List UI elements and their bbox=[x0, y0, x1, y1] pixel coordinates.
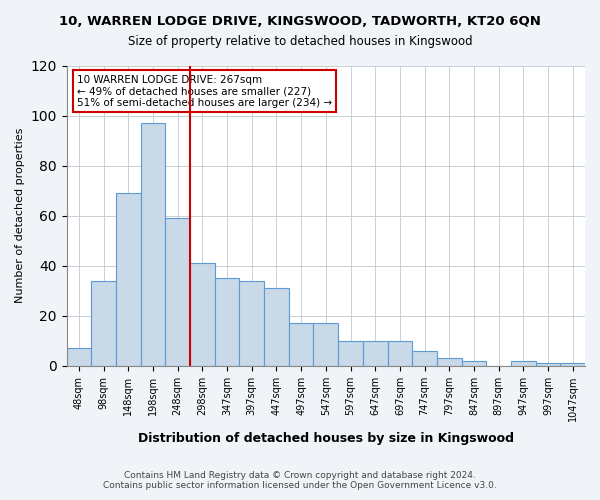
Bar bbox=[313, 324, 338, 366]
Bar bbox=[215, 278, 239, 366]
Bar bbox=[239, 280, 264, 366]
Text: 10 WARREN LODGE DRIVE: 267sqm
← 49% of detached houses are smaller (227)
51% of : 10 WARREN LODGE DRIVE: 267sqm ← 49% of d… bbox=[77, 74, 332, 108]
Bar bbox=[412, 351, 437, 366]
Bar bbox=[141, 123, 166, 366]
Y-axis label: Number of detached properties: Number of detached properties bbox=[15, 128, 25, 304]
Bar bbox=[536, 364, 560, 366]
Bar bbox=[190, 263, 215, 366]
Bar bbox=[363, 341, 388, 366]
Bar bbox=[461, 361, 486, 366]
Bar bbox=[437, 358, 461, 366]
Bar bbox=[511, 361, 536, 366]
Bar bbox=[289, 324, 313, 366]
Bar bbox=[166, 218, 190, 366]
Text: Size of property relative to detached houses in Kingswood: Size of property relative to detached ho… bbox=[128, 35, 472, 48]
Bar bbox=[91, 280, 116, 366]
X-axis label: Distribution of detached houses by size in Kingswood: Distribution of detached houses by size … bbox=[138, 432, 514, 445]
Text: Contains HM Land Registry data © Crown copyright and database right 2024.
Contai: Contains HM Land Registry data © Crown c… bbox=[103, 470, 497, 490]
Bar bbox=[264, 288, 289, 366]
Bar bbox=[560, 364, 585, 366]
Bar bbox=[116, 193, 141, 366]
Text: 10, WARREN LODGE DRIVE, KINGSWOOD, TADWORTH, KT20 6QN: 10, WARREN LODGE DRIVE, KINGSWOOD, TADWO… bbox=[59, 15, 541, 28]
Bar bbox=[338, 341, 363, 366]
Bar bbox=[67, 348, 91, 366]
Bar bbox=[388, 341, 412, 366]
